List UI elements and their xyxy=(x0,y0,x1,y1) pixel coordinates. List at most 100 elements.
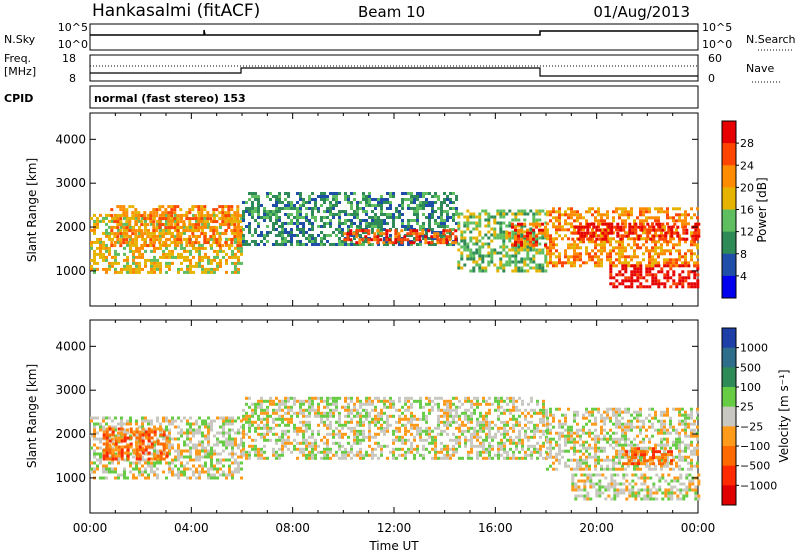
velocity-cell xyxy=(404,423,407,427)
velocity-cell xyxy=(114,439,118,443)
power-cell xyxy=(293,222,296,225)
power-cell xyxy=(171,249,174,253)
velocity-cell xyxy=(141,470,144,474)
power-cell xyxy=(122,238,126,242)
power-cell xyxy=(505,254,509,258)
power-cell xyxy=(93,261,96,265)
velocity-cell xyxy=(386,420,389,424)
power-cell xyxy=(452,219,455,222)
velocity-cell xyxy=(114,467,117,471)
velocity-cell xyxy=(500,396,503,400)
power-cell xyxy=(188,235,192,239)
power-cell xyxy=(651,222,654,226)
power-cell xyxy=(242,234,245,237)
velocity-cell xyxy=(93,452,96,456)
power-cell xyxy=(624,270,628,274)
power-cell xyxy=(457,248,461,252)
velocity-cell xyxy=(228,443,231,447)
power-cell xyxy=(639,264,643,268)
power-cell xyxy=(275,204,278,207)
velocity-cell xyxy=(449,423,452,427)
power-cell xyxy=(696,207,699,211)
power-cell xyxy=(549,240,552,244)
velocity-cell xyxy=(515,420,518,424)
power-cell xyxy=(434,237,437,240)
power-cell xyxy=(323,216,326,219)
velocity-cell xyxy=(455,450,458,454)
velocity-cell xyxy=(422,456,425,460)
velocity-cell xyxy=(500,411,503,415)
power-cell xyxy=(463,236,467,240)
power-cell xyxy=(666,276,670,280)
velocity-cell xyxy=(177,446,180,450)
power-cell xyxy=(511,248,515,252)
velocity-cell xyxy=(278,402,281,406)
velocity-cell xyxy=(135,476,138,480)
power-cell xyxy=(658,234,662,238)
velocity-cell xyxy=(371,408,374,412)
power-cell xyxy=(431,237,434,240)
power-cell xyxy=(311,207,314,210)
power-cell xyxy=(347,225,350,228)
power-cell xyxy=(320,195,323,198)
power-cell xyxy=(161,205,165,209)
velocity-cell xyxy=(521,456,524,460)
power-cell xyxy=(237,267,240,271)
power-cell xyxy=(314,219,317,222)
velocity-cell xyxy=(473,444,476,448)
power-cell xyxy=(582,237,585,241)
velocity-cell xyxy=(186,428,189,432)
power-cell xyxy=(228,237,231,241)
power-cell xyxy=(116,214,120,218)
power-cell xyxy=(585,219,588,223)
power-cell xyxy=(645,267,649,271)
power-cell xyxy=(670,225,674,229)
velocity-cell xyxy=(353,408,356,412)
velocity-cell xyxy=(150,470,153,474)
velocity-cell xyxy=(503,423,506,427)
power-cell xyxy=(651,216,654,220)
power-cell xyxy=(144,258,147,262)
power-cell xyxy=(207,267,210,271)
power-cell xyxy=(413,207,416,210)
power-cell xyxy=(535,251,539,255)
power-cell xyxy=(394,241,398,245)
velocity-cell xyxy=(99,476,102,480)
velocity-cell xyxy=(320,456,323,460)
station-title: Hankasalmi (fitACF) xyxy=(92,1,260,21)
velocity-cell xyxy=(305,420,308,424)
power-cell xyxy=(670,228,674,232)
power-cell xyxy=(663,258,666,262)
velocity-cell xyxy=(329,450,332,454)
velocity-cell xyxy=(153,427,157,431)
velocity-cell xyxy=(162,470,165,474)
power-cell xyxy=(200,220,204,224)
velocity-cell xyxy=(524,450,527,454)
power-cell xyxy=(137,217,141,221)
power-cell xyxy=(645,270,649,274)
power-cell xyxy=(514,245,518,249)
velocity-cell xyxy=(177,425,180,429)
power-cell xyxy=(219,246,222,250)
velocity-cell xyxy=(506,429,509,433)
velocity-cell xyxy=(470,405,473,409)
velocity-cell xyxy=(539,444,542,448)
power-cell xyxy=(362,231,365,234)
power-cell xyxy=(299,198,302,201)
power-cell xyxy=(586,237,590,241)
velocity-cell xyxy=(156,427,160,431)
power-cell xyxy=(362,219,365,222)
velocity-cell xyxy=(248,456,251,460)
velocity-cell xyxy=(497,396,500,400)
power-cell xyxy=(594,261,597,265)
power-cell xyxy=(186,249,189,253)
velocity-cell xyxy=(452,444,455,448)
power-cell xyxy=(182,229,186,233)
velocity-cell xyxy=(287,396,290,400)
power-cell xyxy=(573,219,576,223)
power-cell xyxy=(585,252,588,256)
velocity-cell xyxy=(347,453,350,457)
velocity-cell xyxy=(129,470,132,474)
power-cell xyxy=(126,228,129,232)
velocity-cell xyxy=(240,425,243,429)
